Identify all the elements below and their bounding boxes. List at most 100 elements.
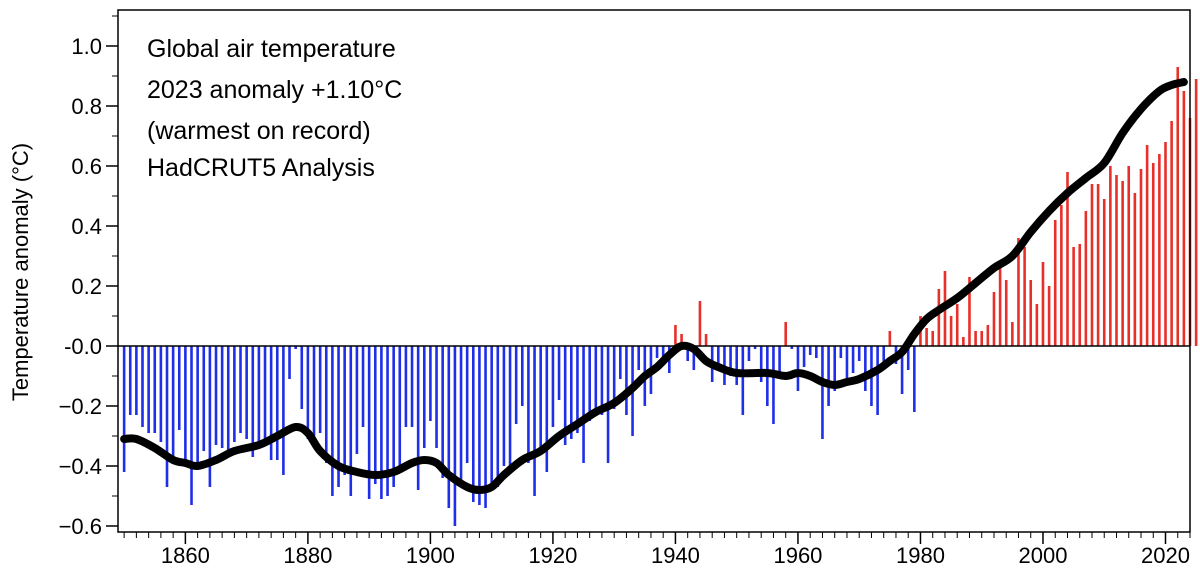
bar-2004 [1066, 172, 1069, 346]
bar-1966 [833, 346, 837, 391]
bar-1917 [533, 346, 536, 496]
y-axis: −0.6 −0.4 −0.2 -0.0 0.2 0.4 0.6 0.8 1.0 [59, 15, 118, 539]
bars-group [122, 67, 1198, 526]
bar-1960 [796, 346, 800, 391]
bar-2005 [1072, 247, 1075, 346]
bar-1965 [827, 346, 830, 406]
x-tick-label-1980: 1980 [896, 543, 945, 568]
bar-1982 [931, 331, 935, 346]
bar-1897 [410, 346, 414, 427]
x-tick-label-2000: 2000 [1019, 543, 1068, 568]
bar-1859 [177, 346, 181, 430]
bar-1959 [790, 346, 794, 349]
bar-2022 [1176, 67, 1180, 346]
bar-1967 [839, 346, 843, 358]
bar-1883 [324, 346, 328, 463]
bar-1963 [815, 346, 818, 358]
bar-1852 [135, 346, 138, 415]
bar-2010 [1102, 199, 1106, 346]
bar-2017 [1145, 145, 1149, 346]
bar-1862 [196, 346, 199, 463]
bar-1851 [128, 346, 132, 415]
bar-1888 [355, 346, 359, 454]
bar-1928 [600, 346, 604, 415]
bar-1998 [1029, 280, 1033, 346]
bar-1949 [729, 346, 732, 376]
bar-1911 [496, 346, 500, 487]
bar-2012 [1115, 175, 1118, 346]
bar-2013 [1121, 181, 1124, 346]
bar-1944 [698, 301, 702, 346]
bar-1896 [404, 346, 408, 427]
bar-1925 [582, 346, 585, 463]
x-tick-label-1860: 1860 [161, 543, 210, 568]
bar-1988 [968, 277, 971, 346]
bar-2025 [1194, 79, 1198, 346]
bar-1885 [337, 346, 340, 487]
bar-1865 [214, 346, 218, 445]
y-tick-label: 0.8 [71, 94, 102, 119]
bar-1857 [165, 346, 169, 487]
bar-2008 [1090, 184, 1094, 346]
bar-1930 [612, 346, 616, 409]
bar-1880 [306, 346, 310, 439]
bar-1914 [514, 346, 518, 424]
bar-1954 [759, 346, 763, 382]
bar-1899 [422, 346, 426, 448]
bar-1887 [349, 346, 353, 496]
x-axis: 1860 1880 1900 1920 1940 1960 1980 2000 2020 [123, 532, 1191, 568]
bar-1900 [429, 346, 432, 421]
bar-1915 [521, 346, 524, 406]
title-line-4: HadCRUT5 Analysis [147, 154, 375, 182]
bar-1940 [674, 325, 677, 346]
title-line-2: 2023 anomaly +1.10°C [147, 76, 402, 104]
bar-1908 [478, 346, 481, 505]
bar-1973 [876, 346, 879, 415]
bar-1996 [1017, 238, 1020, 346]
bar-2019 [1158, 154, 1161, 346]
bar-1877 [288, 346, 291, 379]
bar-1931 [619, 346, 622, 379]
bar-1975 [888, 331, 892, 346]
bar-1878 [294, 346, 297, 349]
bar-2020 [1164, 142, 1167, 346]
bar-1920 [551, 346, 555, 427]
bar-1903 [447, 346, 451, 508]
bar-1867 [226, 346, 230, 454]
title-line-3: (warmest on record) [147, 117, 371, 145]
bar-1938 [661, 346, 665, 361]
bar-1881 [312, 346, 316, 436]
bar-1918 [539, 346, 542, 454]
bar-2018 [1151, 163, 1155, 346]
bar-2003 [1060, 205, 1063, 346]
bar-1910 [490, 346, 493, 490]
bar-1942 [686, 346, 689, 361]
y-tick-label: 0.2 [71, 274, 102, 299]
bar-1921 [557, 346, 561, 400]
bar-1893 [386, 346, 389, 496]
bar-1956 [772, 346, 775, 424]
bar-1869 [239, 346, 242, 433]
smoothed-trend-line [120, 78, 1188, 494]
bar-1864 [208, 346, 212, 487]
bar-2016 [1139, 169, 1143, 346]
bar-1889 [361, 346, 365, 427]
bar-1968 [845, 346, 849, 382]
y-tick-label: −0.2 [59, 394, 102, 419]
bar-1957 [778, 346, 781, 373]
bar-1871 [251, 346, 255, 457]
bar-1924 [576, 346, 579, 433]
bar-1906 [465, 346, 469, 463]
bar-1978 [906, 346, 910, 370]
bar-2000 [1041, 262, 1045, 346]
bar-1916 [527, 346, 530, 463]
bar-1909 [484, 346, 487, 508]
bar-1895 [398, 346, 402, 472]
bar-1974 [882, 346, 886, 367]
bar-1941 [680, 334, 683, 346]
bar-1855 [153, 346, 157, 433]
x-tick-label-1900: 1900 [406, 543, 455, 568]
bar-2015 [1133, 193, 1137, 346]
